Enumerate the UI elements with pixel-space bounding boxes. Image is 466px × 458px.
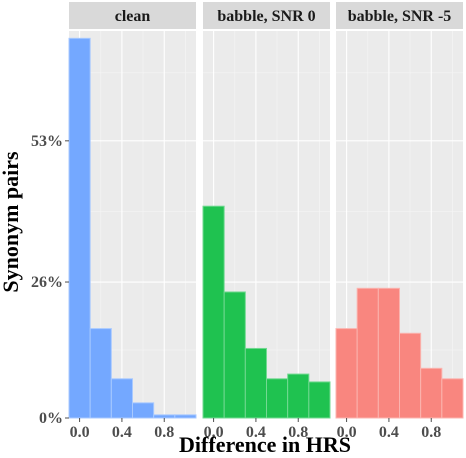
y-axis-title: Synonym pairs (0, 151, 23, 293)
axes-layer: 0% 26% 53% (31, 133, 69, 427)
histogram-bar (202, 205, 225, 419)
histogram-bar (308, 381, 331, 419)
y-tick-label: 0% (39, 410, 63, 427)
panel-2: babble, SNR 0 0.0 0.4 0.8 (202, 2, 331, 441)
histogram-bar (153, 414, 176, 419)
x-tick-label: 0.8 (421, 424, 441, 441)
facet-strip (203, 2, 330, 29)
histogram-bar (244, 347, 267, 419)
facet-strip (336, 2, 463, 29)
histogram-bar (287, 373, 310, 419)
x-tick-label: 0.0 (337, 424, 357, 441)
panel-1: clean 0.0 0.4 0.8 (68, 2, 197, 441)
x-axis-title: Difference in HRS (179, 432, 351, 457)
x-tick-label: 0.4 (112, 424, 132, 441)
histogram-bar (89, 328, 112, 419)
histogram-bar (420, 367, 443, 419)
histogram-bar (223, 291, 246, 419)
x-tick-label: 0.4 (379, 424, 399, 441)
x-tick-label: 0.8 (288, 424, 308, 441)
histogram-bar (399, 332, 422, 419)
x-tick-label: 0.8 (154, 424, 174, 441)
histogram-bar (132, 402, 155, 419)
histogram-bar (377, 287, 401, 419)
facet-strip-label: babble, SNR -5 (348, 8, 452, 25)
histogram-bar (335, 328, 358, 419)
x-tick-label: 0.0 (204, 424, 224, 441)
x-tick-label: 0.0 (70, 424, 90, 441)
histogram-bar (356, 287, 379, 419)
histogram-bar (174, 414, 197, 419)
y-tick-label: 26% (31, 274, 63, 291)
y-tick-label: 53% (31, 133, 63, 150)
panel-3: babble, SNR -5 0.0 0.4 0.8 (335, 2, 464, 441)
histogram-bar (266, 378, 289, 419)
histogram-bar (68, 37, 91, 419)
facet-strip-label: babble, SNR 0 (217, 8, 315, 25)
facet-strip (69, 2, 196, 29)
x-tick-label: 0.4 (246, 424, 266, 441)
facet-strip-label: clean (115, 8, 151, 25)
histogram-bar (441, 378, 464, 419)
histogram-bar (110, 378, 134, 419)
